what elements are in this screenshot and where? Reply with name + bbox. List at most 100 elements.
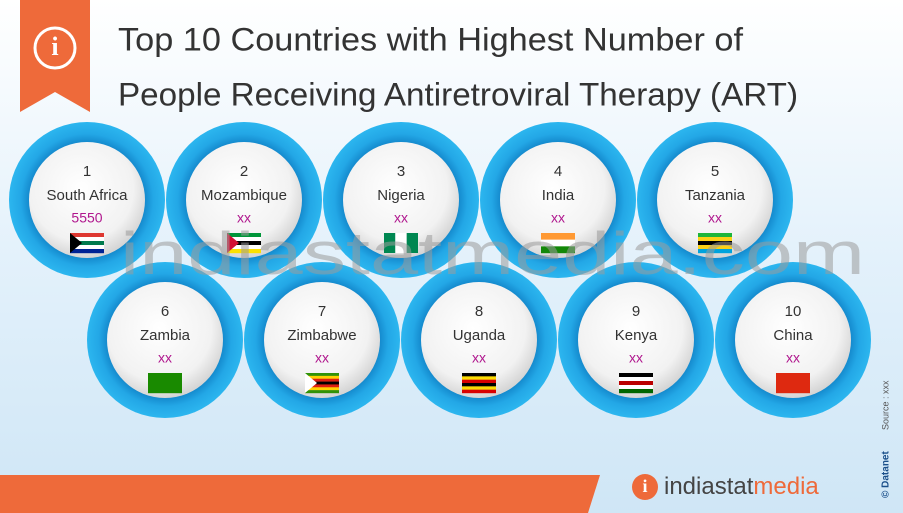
value: xx [551,210,565,226]
flag [305,373,339,394]
flag-stripe [698,249,732,254]
watermark: indiastatmedia.com [120,220,865,287]
flag-stripe [776,373,810,394]
value: xx [237,210,251,226]
flag [619,373,653,394]
flag-stripe [227,241,261,246]
flag-stripe [395,233,407,253]
inner-disc [578,282,694,398]
title-line: People Receiving Antiretroviral Therapy … [118,76,798,112]
flag-stripe [462,373,496,377]
inner-disc [735,282,851,398]
logo-letter: i [642,476,647,496]
value: xx [708,210,722,226]
flag [776,373,810,394]
country-name: Mozambique [201,187,287,204]
rank: 2 [240,163,248,180]
copyright: © Datanet [881,451,892,498]
inner-disc [264,282,380,398]
flag-stripe [305,378,339,382]
flag-stripe [462,386,496,390]
flag [384,233,418,253]
flag-stripe [619,381,653,386]
flag-stripe [619,373,653,378]
flag-stripe [619,377,653,382]
flag-stripe [619,385,653,390]
flag-stripe [541,239,575,247]
rank: 9 [632,303,640,320]
flag-stripe [70,241,104,246]
flag-stripe [698,241,732,246]
flag-stripe [305,373,339,377]
title-line: Top 10 Countries with Highest Number of [118,21,743,57]
source: Source : xxx [880,380,890,430]
info-bookmark [20,0,90,112]
flag-stripe [698,237,732,242]
flag-stripe [462,389,496,394]
flag-stripe [70,237,104,242]
flag-stripe [619,389,653,394]
value: xx [629,350,643,366]
flag-stripe [462,379,496,384]
inner-disc [421,282,537,398]
rank: 10 [785,303,802,320]
info-icon-letter: i [51,32,58,61]
country-name: South Africa [47,187,129,204]
rank: 1 [83,163,91,180]
rank: 6 [161,303,169,320]
flag [148,373,182,394]
flag-stripe [384,233,396,253]
flag-stripe [227,237,261,242]
logo-part: indiastat [664,473,754,500]
country-name: Nigeria [377,187,425,204]
flag-stripe [227,245,261,250]
flag-stripe [541,246,575,254]
flag-stripe [462,376,496,380]
rank: 7 [318,303,326,320]
rank: 5 [711,163,719,180]
inner-disc [343,142,459,258]
flag-stripe [227,233,261,238]
country-name: India [542,187,575,204]
flag-stripe [305,384,339,388]
logo-icon [632,474,658,500]
flag-stripe [541,233,575,240]
flag-stripe [305,381,339,385]
country-name: Kenya [615,327,658,344]
inner-disc [29,142,145,258]
flag-stripe [70,233,104,238]
value: xx [394,210,408,226]
flag-stripe [70,245,104,250]
country-name: Zimbabwe [287,327,356,344]
country-name: Uganda [453,327,506,344]
footer-band [0,475,600,513]
flag-stripe [406,233,418,253]
flag-stripe [698,245,732,250]
country-name: Tanzania [685,187,746,204]
flag [698,233,732,254]
inner-disc [186,142,302,258]
value: xx [472,350,486,366]
logo-part: media [753,473,819,500]
inner-disc [500,142,616,258]
flag [227,233,261,254]
flag-stripe [462,383,496,387]
flag-stripe [227,249,261,254]
flag-triangle [227,233,239,253]
flag [541,233,575,254]
logo-text: indiastatmedia [664,473,819,500]
country-name: Zambia [140,327,191,344]
flag-stripe [305,375,339,379]
rank: 3 [397,163,405,180]
inner-disc [107,282,223,398]
flag-stripe [148,373,182,394]
flag-stripe [698,233,732,238]
flag-stripe [305,387,339,391]
flag-triangle [70,233,82,253]
info-icon [33,26,77,70]
value: xx [158,350,172,366]
flag-triangle [305,373,317,393]
flag-stripe [70,249,104,254]
inner-disc [657,142,773,258]
